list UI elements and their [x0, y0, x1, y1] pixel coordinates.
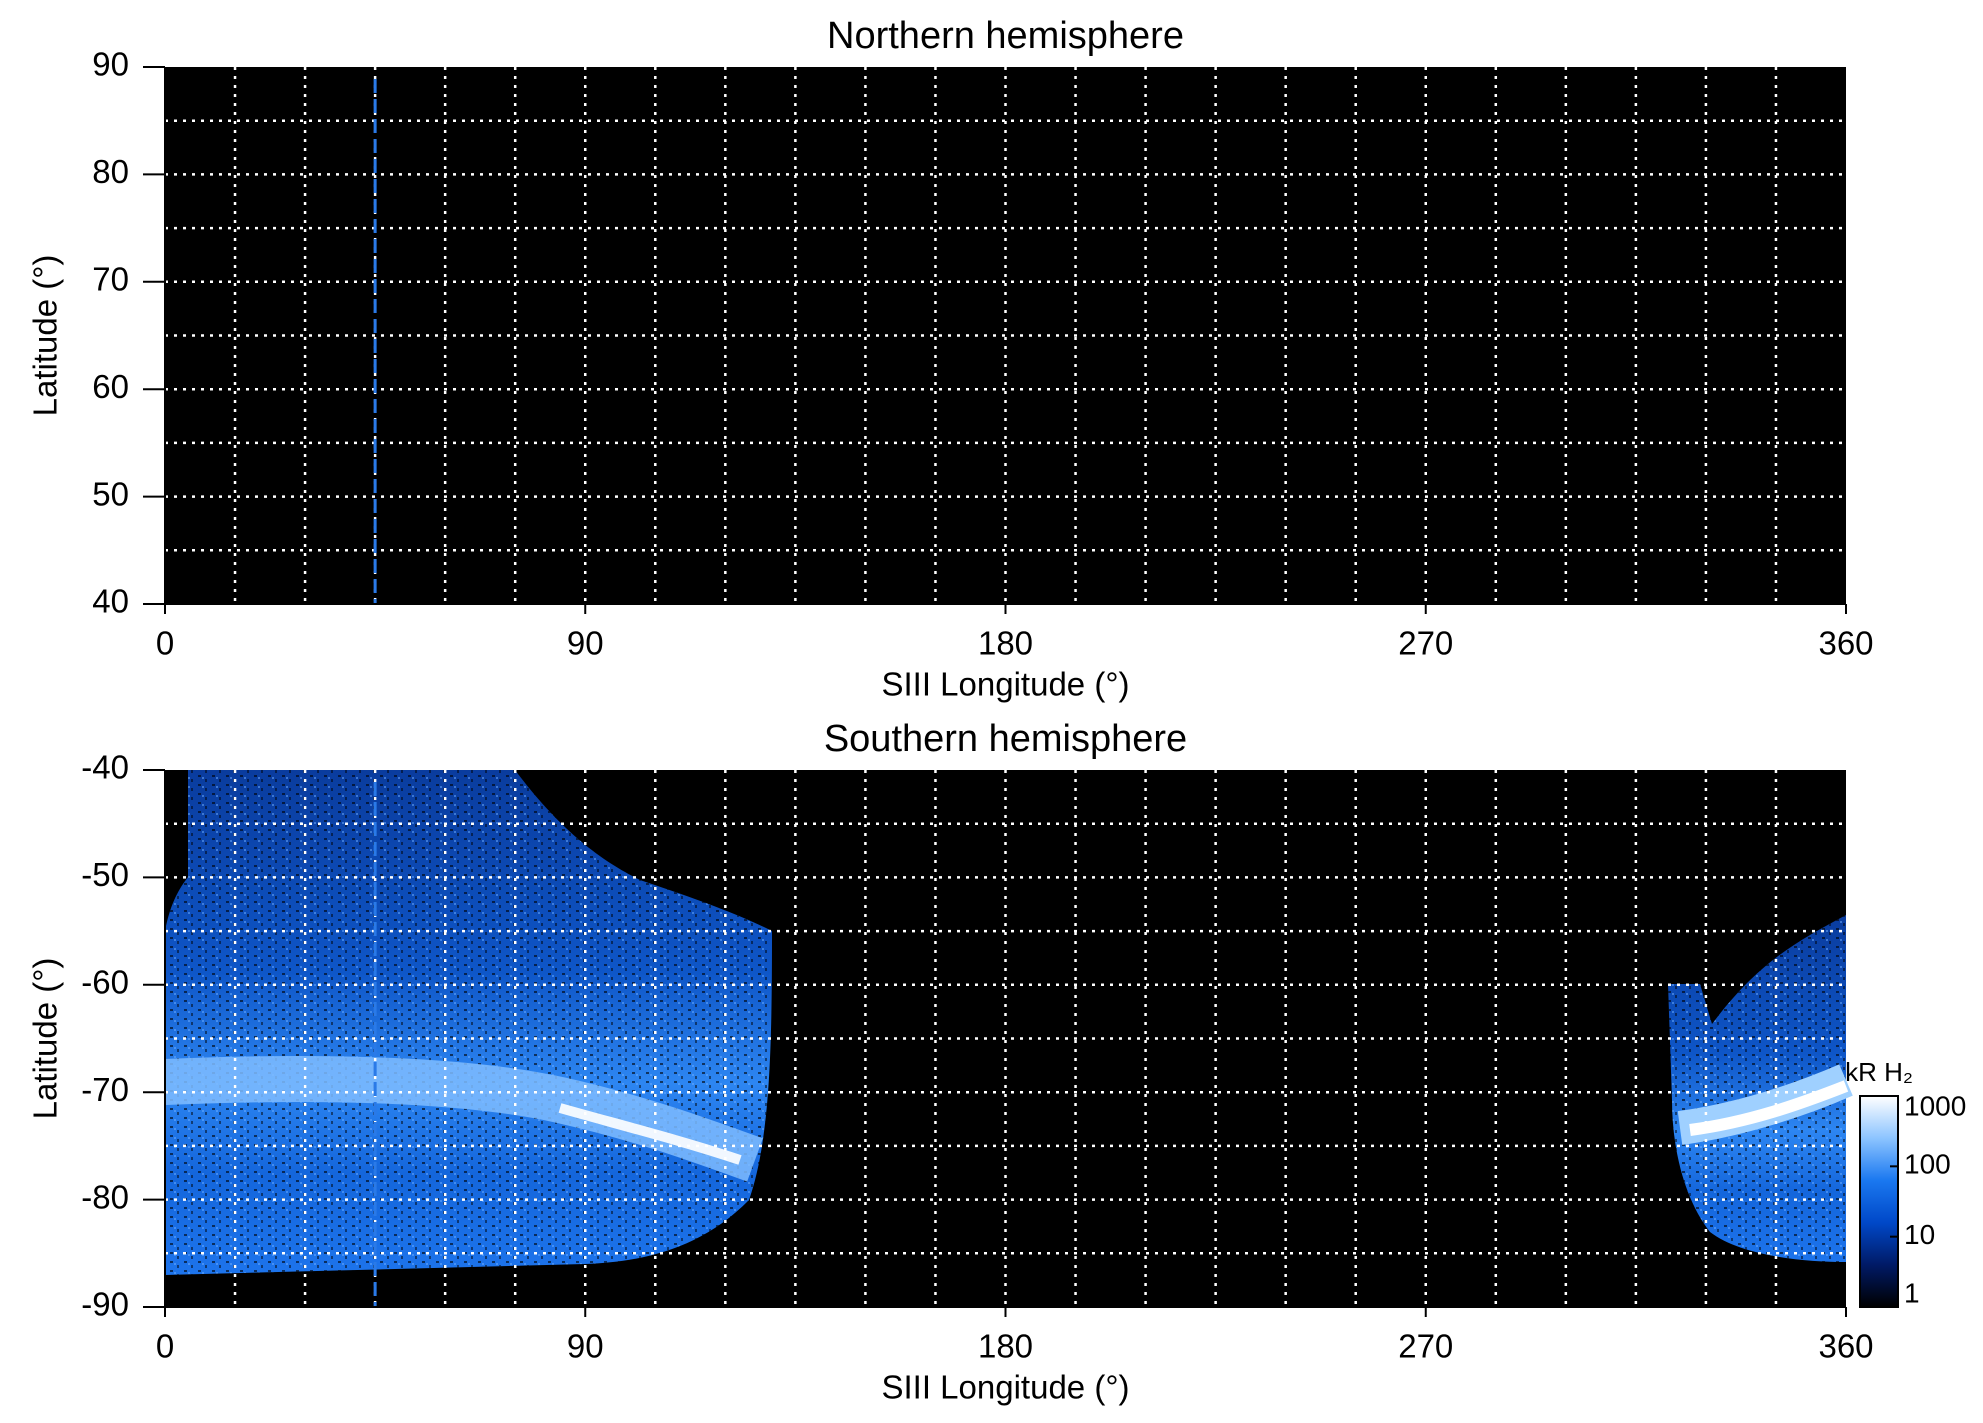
emission-texture [165, 770, 772, 1275]
x-tick-label: 270 [1398, 625, 1453, 662]
y-axis-label: Latitude (°) [27, 958, 64, 1120]
y-tick-label: -90 [81, 1286, 129, 1323]
y-tick-label: 70 [92, 261, 129, 298]
x-tick-label: 360 [1818, 625, 1873, 662]
y-tick-label: -80 [81, 1178, 129, 1215]
chart-title: Southern hemisphere [824, 718, 1187, 760]
y-tick-label: -40 [81, 749, 129, 786]
x-tick-label: 90 [567, 625, 604, 662]
x-tick-label: 90 [567, 1328, 604, 1365]
y-tick-label: 40 [92, 583, 129, 620]
x-tick-label: 0 [156, 1328, 174, 1365]
emission-oval-core [558, 1103, 742, 1165]
emission-oval [164, 1056, 763, 1182]
x-tick-label: 360 [1818, 1328, 1873, 1365]
emission-texture [1668, 915, 1846, 1262]
colorbar-tick-label: 100 [1904, 1149, 1951, 1180]
x-tick-label: 0 [156, 625, 174, 662]
y-tick-label: -60 [81, 964, 129, 1001]
x-axis-label: SIII Longitude (°) [882, 1369, 1130, 1406]
colorbar-tick-label: 1000 [1904, 1090, 1966, 1121]
colorbar-tick-label: 1 [1904, 1277, 1920, 1308]
colorbar [1859, 1095, 1899, 1308]
emission-image [164, 770, 1853, 1275]
x-tick-label: 180 [978, 1328, 1033, 1365]
y-axis-label: Latitude (°) [27, 255, 64, 417]
y-tick-label: 80 [92, 153, 129, 190]
y-tick-label: 90 [92, 46, 129, 83]
colorbar-tick-label: 10 [1904, 1219, 1935, 1250]
x-tick-label: 180 [978, 625, 1033, 662]
x-axis-label: SIII Longitude (°) [882, 666, 1130, 703]
x-tick-label: 270 [1398, 1328, 1453, 1365]
y-tick-label: 60 [92, 368, 129, 405]
y-tick-label: 50 [92, 475, 129, 512]
colorbar-label: kR H₂ [1845, 1057, 1913, 1087]
y-tick-label: -50 [81, 856, 129, 893]
chart-title: Northern hemisphere [827, 15, 1184, 57]
emission-oval-core [1689, 1080, 1849, 1136]
y-tick-label: -70 [81, 1071, 129, 1108]
